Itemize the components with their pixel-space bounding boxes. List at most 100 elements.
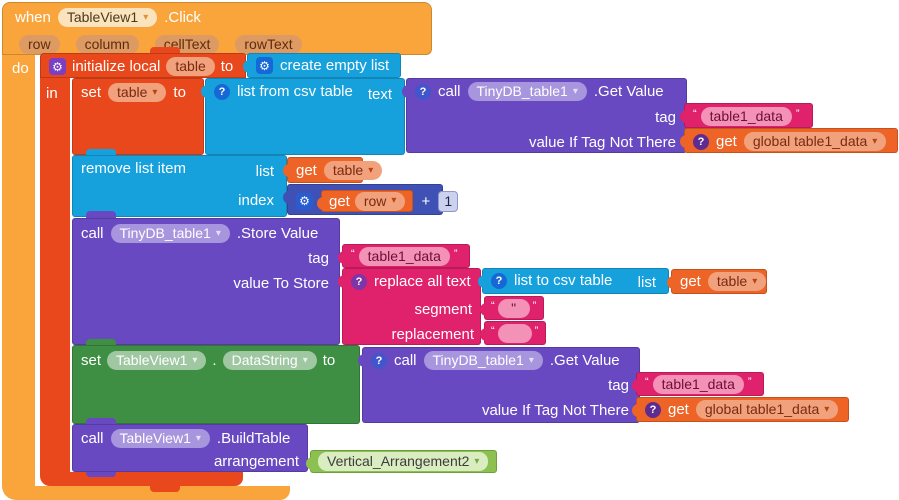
dropdown-arrow-icon[interactable]: ▾ bbox=[143, 11, 149, 23]
tag-socket-label: tag bbox=[308, 250, 329, 267]
var-dropdown[interactable]: row ▾ bbox=[354, 191, 406, 211]
dropdown-arrow-icon[interactable]: ▾ bbox=[528, 354, 534, 366]
dropdown-arrow-icon[interactable]: ▾ bbox=[152, 86, 158, 98]
help-question-icon[interactable]: ? bbox=[214, 83, 230, 100]
dropdown-arrow-icon[interactable]: ▾ bbox=[215, 227, 221, 239]
setprop-block-top-tab bbox=[86, 339, 116, 346]
do-label: do bbox=[12, 60, 29, 77]
string-value-field[interactable]: table1_data bbox=[358, 247, 450, 266]
help-question-icon[interactable]: ? bbox=[693, 133, 709, 150]
segment-string-block[interactable]: “ " ” bbox=[480, 296, 544, 320]
component-dropdown[interactable]: TinyDB_table1 ▾ bbox=[467, 82, 587, 101]
close-quote-icon: ” bbox=[795, 108, 800, 120]
method-name: .BuildTable bbox=[216, 430, 291, 447]
component-dropdown[interactable]: TableView1 ▾ bbox=[110, 429, 210, 448]
help-question-icon[interactable]: ? bbox=[415, 83, 431, 100]
to-label: to bbox=[322, 352, 336, 369]
string-value-field[interactable] bbox=[497, 324, 532, 343]
string-value-field[interactable]: table1_data bbox=[652, 375, 744, 394]
help-question-icon[interactable]: ? bbox=[491, 272, 507, 289]
set-datastring-block[interactable]: set TableView1 ▾ . DataString ▾ to bbox=[72, 345, 360, 424]
var-dropdown[interactable]: table ▾ bbox=[108, 83, 167, 102]
event-component-dropdown[interactable]: TableView1 ▾ bbox=[57, 8, 158, 27]
string-value-field[interactable]: " bbox=[497, 299, 530, 318]
local-var-name-field[interactable]: table bbox=[166, 57, 215, 76]
get-row-block[interactable]: get row ▾ bbox=[316, 190, 414, 212]
mutator-gear-icon[interactable]: ⚙ bbox=[49, 58, 66, 75]
event-param-column[interactable]: column bbox=[75, 35, 139, 54]
event-param-row[interactable]: row bbox=[19, 35, 60, 54]
initialize-local-block[interactable]: ⚙ initialize local table to bbox=[40, 53, 246, 78]
help-question-icon[interactable]: ? bbox=[351, 273, 367, 290]
replacement-string-block[interactable]: “ ” bbox=[480, 321, 546, 345]
string-literal-block[interactable]: “ table1_data ” bbox=[632, 372, 764, 396]
method-name: .Get Value bbox=[593, 83, 664, 100]
create-empty-list-block[interactable]: ⚙ create empty list bbox=[243, 53, 401, 78]
text-socket-label: text bbox=[367, 86, 392, 103]
remove-list-item-block[interactable]: remove list item list index bbox=[72, 155, 287, 217]
build-block-top-tab bbox=[86, 418, 116, 425]
call-buildtable-block[interactable]: call TableView1 ▾ .BuildTable arrangemen… bbox=[72, 424, 308, 472]
dropdown-arrow-icon[interactable]: ▾ bbox=[391, 195, 397, 206]
var-dropdown[interactable]: table ▾ bbox=[323, 161, 383, 180]
list-from-csv-table-block[interactable]: ? list from csv table text bbox=[201, 78, 405, 155]
component-dropdown[interactable]: TinyDB_table1 ▾ bbox=[423, 351, 543, 370]
init-block-bottom-tab bbox=[150, 486, 180, 492]
component-dropdown[interactable]: TinyDB_table1 ▾ bbox=[110, 224, 230, 243]
init-block-bottom-bar[interactable] bbox=[40, 472, 243, 486]
dropdown-arrow-icon[interactable]: ▾ bbox=[368, 164, 374, 176]
help-question-icon[interactable]: ? bbox=[371, 352, 387, 369]
mutator-gear-icon[interactable]: ⚙ bbox=[256, 57, 273, 74]
var-dropdown[interactable]: global table1_data ▾ bbox=[743, 132, 887, 151]
component-dropdown[interactable]: TableView1 ▾ bbox=[107, 351, 207, 370]
string-literal-block[interactable]: “ table1_data ” bbox=[680, 103, 813, 128]
get-global-block[interactable]: ? get global table1_data ▾ bbox=[632, 397, 849, 422]
var-dropdown[interactable]: global table1_data ▾ bbox=[695, 400, 839, 419]
dropdown-arrow-icon[interactable]: ▾ bbox=[195, 432, 201, 444]
method-name: .Store Value bbox=[236, 225, 319, 242]
call-tinydb-getvalue-block[interactable]: ? call TinyDB_table1 ▾ .Get Value tag va… bbox=[358, 347, 640, 423]
dropdown-arrow-icon[interactable]: ▾ bbox=[824, 403, 830, 415]
dropdown-arrow-icon[interactable]: ▾ bbox=[192, 354, 198, 366]
string-literal-block[interactable]: “ table1_data ” bbox=[338, 244, 470, 268]
var-dropdown[interactable]: table ▾ bbox=[707, 272, 767, 291]
dropdown-arrow-icon[interactable]: ▾ bbox=[752, 275, 758, 287]
get-label: get bbox=[296, 162, 317, 179]
dot-separator: . bbox=[212, 352, 217, 369]
help-question-icon[interactable]: ? bbox=[645, 401, 661, 418]
to-label: to bbox=[173, 84, 186, 101]
mutator-gear-icon[interactable]: ⚙ bbox=[296, 192, 313, 210]
string-value-field[interactable]: table1_data bbox=[700, 107, 792, 126]
tag-socket-label: tag bbox=[608, 377, 629, 394]
set-local-table-block[interactable]: set table ▾ to bbox=[72, 78, 204, 155]
replace-all-text-block[interactable]: ? replace all text segment replacement bbox=[338, 268, 481, 345]
list-to-csv-table-block[interactable]: ? list to csv table list bbox=[478, 268, 669, 294]
open-quote-icon: “ bbox=[491, 325, 495, 337]
to-label: to bbox=[220, 58, 234, 75]
number-field[interactable]: 1 bbox=[438, 190, 459, 212]
get-table-block[interactable]: get table ▾ bbox=[283, 157, 383, 183]
when-block-left-spine[interactable] bbox=[2, 55, 35, 486]
dropdown-arrow-icon[interactable]: ▾ bbox=[474, 455, 480, 467]
property-dropdown[interactable]: DataString ▾ bbox=[222, 351, 317, 370]
list-from-csv-label: list from csv table bbox=[237, 83, 353, 100]
when-event-block[interactable]: when TableView1 ▾ .Click row column cell… bbox=[2, 2, 432, 55]
event-param-rowtext[interactable]: rowText bbox=[235, 35, 302, 54]
create-empty-list-label: create empty list bbox=[280, 57, 390, 74]
vertical-arrangement-component-block[interactable]: Vertical_Arrangement2 ▾ bbox=[306, 450, 497, 473]
when-block-bottom-bar[interactable] bbox=[2, 486, 290, 500]
set-label: set bbox=[81, 352, 102, 369]
get-table-block[interactable]: get table ▾ bbox=[667, 269, 767, 294]
dropdown-arrow-icon[interactable]: ▾ bbox=[572, 85, 578, 97]
open-quote-icon: “ bbox=[491, 300, 495, 312]
call-tinydb-getvalue-block[interactable]: ? call TinyDB_table1 ▾ .Get Value tag va… bbox=[402, 78, 687, 153]
dropdown-arrow-icon[interactable]: ▾ bbox=[872, 135, 878, 147]
component-dropdown[interactable]: Vertical_Arrangement2 ▾ bbox=[318, 452, 489, 471]
replace-all-text-label: replace all text bbox=[374, 273, 471, 290]
init-block-left-spine[interactable] bbox=[40, 78, 70, 472]
open-quote-icon: “ bbox=[645, 376, 649, 388]
math-add-block[interactable]: ⚙ get row ▾ + 1 bbox=[283, 184, 459, 215]
call-tinydb-storevalue-block[interactable]: call TinyDB_table1 ▾ .Store Value tag va… bbox=[72, 218, 340, 345]
dropdown-arrow-icon[interactable]: ▾ bbox=[302, 354, 308, 366]
get-global-block[interactable]: ? get global table1_data ▾ bbox=[680, 128, 898, 153]
